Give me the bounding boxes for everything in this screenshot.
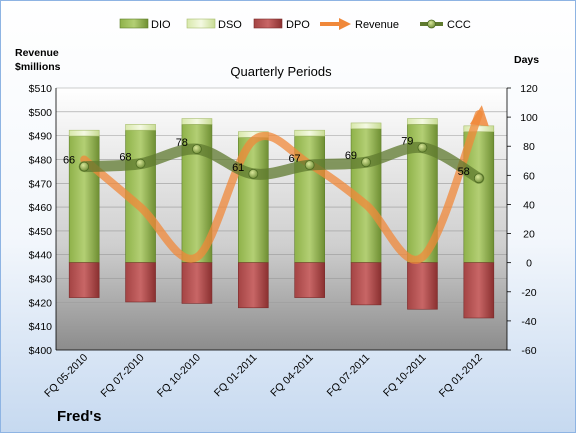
ccc-point	[417, 142, 428, 153]
y-left-tick-label: $450	[29, 226, 53, 238]
ccc-data-label: 67	[288, 153, 300, 165]
brand-label: Fred's	[57, 408, 101, 425]
series-revenue-line	[80, 110, 483, 264]
bar-dpo	[294, 262, 325, 298]
bar-dpo	[125, 262, 156, 303]
x-tick-label: FQ 01-2011	[212, 352, 260, 400]
y-right-tick-label: 80	[523, 141, 535, 153]
bar-dpo	[181, 262, 213, 304]
ccc-data-label: 58	[458, 166, 470, 178]
bar-dso	[463, 125, 495, 132]
y-right-tick-label: -40	[521, 316, 536, 328]
ccc-data-label: 78	[176, 137, 188, 149]
y-right-title: Days	[514, 54, 539, 66]
ccc-point	[304, 160, 315, 171]
lines: 66 68 78 61 67 69 79 58	[63, 105, 489, 264]
y-right-tick-label: 100	[520, 112, 538, 124]
ccc-data-label: 61	[232, 162, 244, 174]
y-right-tick-label: -60	[521, 345, 536, 357]
y-right-tick-label: -20	[521, 287, 536, 299]
ccc-point	[135, 158, 146, 169]
bar-dso	[294, 129, 325, 137]
x-tick-label: FQ 04-2011	[268, 352, 316, 400]
x-tick-label: FQ 07-2011	[325, 352, 373, 400]
y-left-tick-label: $490	[29, 131, 53, 143]
legend-label-ccc: CCC	[447, 19, 471, 31]
y-right-tick-label: 0	[526, 258, 532, 270]
ccc-point	[192, 144, 202, 155]
legend-label-dso: DSO	[218, 19, 242, 31]
ccc-data-label: 69	[345, 150, 357, 162]
y-left-tick-label: $410	[29, 321, 53, 333]
ccc-data-label: 66	[63, 155, 75, 167]
y-right-tick-label: 60	[523, 170, 535, 182]
y-left-title-line1: Revenue	[15, 47, 59, 59]
bar-dpo	[68, 262, 100, 298]
ccc-data-label: 79	[401, 136, 413, 148]
bar-dso	[407, 118, 438, 125]
bar-dso	[125, 124, 156, 131]
bar-dpo	[463, 262, 495, 319]
ccc-point	[361, 157, 371, 168]
x-tick-label: FQ 10-2010	[155, 352, 203, 400]
y-left-tick-label: $470	[29, 178, 53, 190]
y-left-tick-label: $420	[29, 297, 53, 309]
x-tick-label: FQ 07-2010	[99, 352, 147, 400]
y-left-tick-label: $480	[29, 154, 53, 166]
legend: DIO DSO DPO Revenue CCC	[119, 18, 471, 31]
y-right-tick-label: 40	[523, 199, 535, 211]
x-tick-label: FQ 05-2010	[42, 352, 90, 400]
ccc-point	[473, 173, 484, 184]
y-left-tick-label: $440	[29, 250, 53, 262]
legend-swatch-dpo	[253, 18, 283, 29]
legend-label-dio: DIO	[151, 19, 171, 31]
y-right-tick-label: 20	[523, 229, 535, 241]
x-tick-label: FQ 10-2011	[381, 352, 429, 400]
x-tick-label: FQ 01-2012	[437, 352, 485, 400]
legend-swatch-dso	[186, 18, 216, 29]
y-left-tick-label: $510	[29, 83, 53, 95]
legend-swatch-ccc	[420, 19, 443, 29]
y-left-tick-label: $430	[29, 274, 53, 286]
ccc-point	[79, 161, 90, 172]
legend-swatch-revenue	[320, 18, 351, 30]
bar-dso	[350, 122, 382, 130]
y-left-tick-label: $500	[29, 107, 53, 119]
bar-dso	[68, 129, 100, 137]
ccc-point	[248, 168, 259, 179]
y-right-tick-label: 120	[520, 83, 538, 95]
bar-dso	[181, 118, 213, 125]
y-left-tick-label: $460	[29, 202, 53, 214]
legend-label-revenue: Revenue	[355, 19, 399, 31]
bar-dpo	[350, 262, 382, 306]
y-left-title-line2: $millions	[15, 61, 61, 73]
bar-dpo	[238, 262, 269, 309]
legend-swatch-dio	[119, 18, 149, 29]
legend-label-dpo: DPO	[286, 19, 310, 31]
series-revenue-arrowhead	[469, 105, 489, 127]
ccc-data-label: 68	[119, 152, 131, 164]
bar-dpo	[407, 262, 438, 310]
chart-title: Quarterly Periods	[230, 64, 332, 79]
y-left-tick-label: $400	[29, 345, 53, 357]
